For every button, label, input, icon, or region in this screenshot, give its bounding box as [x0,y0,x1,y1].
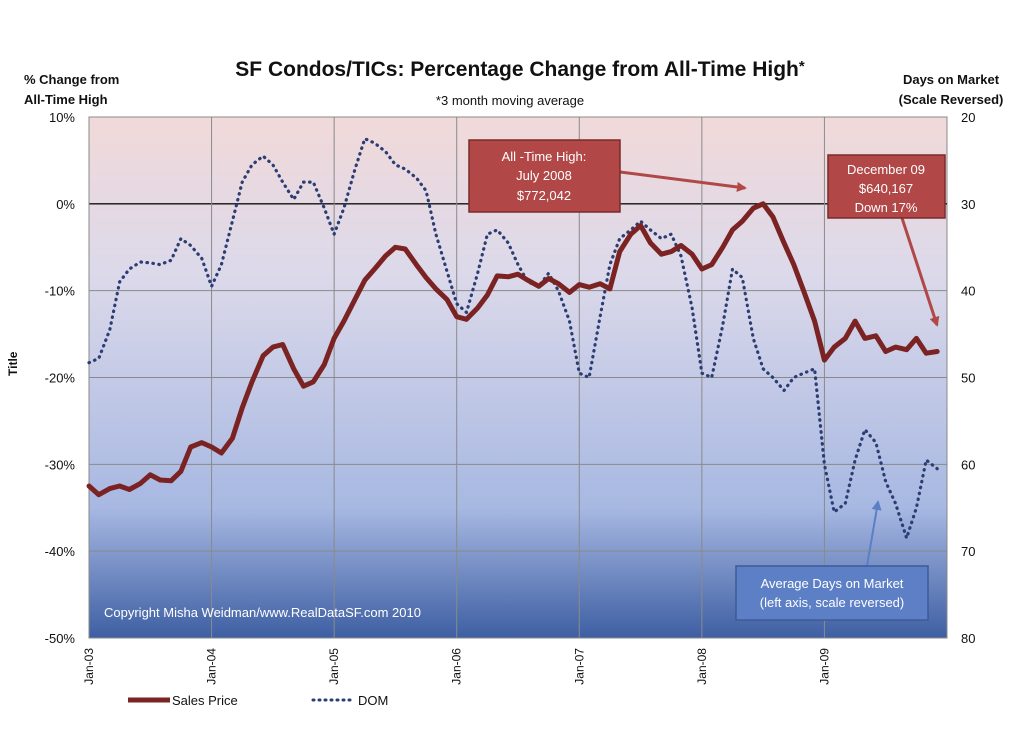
callout-box [735,565,929,621]
x-tick-label: Jan-07 [572,648,586,685]
copyright-text: Copyright Misha Weidman/www.RealDataSF.c… [104,605,421,620]
left-axis-title-line: All-Time High [24,92,108,107]
y-left-tick-label: -50% [45,631,76,646]
callout-box [827,154,946,219]
callout-box [468,139,621,213]
y-left-tick-label: 10% [49,110,75,125]
y-left-tick-label: -40% [45,544,76,559]
callout-average-dom: Average Days on Market (left axis, scale… [735,500,929,621]
right-axis-title-line: Days on Market [902,72,1000,87]
x-tick-label: Jan-06 [450,648,464,685]
axis-ticks: 10% 0% -10% -20% -30% -40% -50% 20 30 40 50 60 70 80 J… [45,110,976,685]
legend-label-dom: DOM [358,693,388,708]
callout-text: Average Days on Market [761,576,904,591]
right-axis-title-line: (Scale Reversed) [898,92,1004,107]
y-right-tick-label: 30 [961,197,975,212]
left-axis-title: % Change from All-Time High [24,70,164,110]
x-tick-label: Jan-09 [817,648,831,685]
callout-arrow [866,500,882,567]
callout-text: December 09 [847,162,925,177]
callout-text: Down 17% [855,200,918,215]
callout-text: (left axis, scale reversed) [760,595,905,610]
title-asterisk: * [798,58,805,75]
legend-label-sales-price: Sales Price [172,693,238,708]
chart-title: SF Condos/TICs: Percentage Change from A… [235,58,805,81]
callout-text: $772,042 [517,188,571,203]
callout-text: All -Time High: [502,149,587,164]
series-line-sales-price [86,201,940,498]
y-right-tick-label: 80 [961,631,975,646]
series-layer [86,137,940,540]
series-line-dom [87,137,939,540]
legend: Sales Price DOM [128,693,388,708]
callout-text: July 2008 [516,168,572,183]
callout-text: $640,167 [859,181,913,196]
x-tick-label: Jan-03 [82,648,96,685]
y-left-tick-label: -10% [45,284,76,299]
y-right-tick-label: 60 [961,457,975,472]
y-left-tick-label: -20% [45,371,76,386]
chart-subtitle: *3 month moving average [435,93,585,108]
callout-arrow [900,217,940,327]
left-axis-title-line: % Change from [24,72,120,87]
x-tick-label: Jan-04 [205,648,219,685]
x-tick-label: Jan-08 [695,648,709,685]
y-left-tick-label: 0% [56,197,75,212]
x-tick-label: Jan-05 [327,648,341,685]
callout-arrow [619,170,747,192]
callout-all-time-high: All -Time High: July 2008 $772,042 [468,139,747,213]
y-right-tick-label: 50 [961,371,975,386]
right-axis-title: Days on Market (Scale Reversed) [880,70,1022,110]
y-right-tick-label: 20 [961,110,975,125]
y-right-tick-label: 70 [961,544,975,559]
y-right-tick-label: 40 [961,284,975,299]
callout-december-09: December 09 $640,167 Down 17% [827,154,946,327]
y-left-tick-label: -30% [45,457,76,472]
